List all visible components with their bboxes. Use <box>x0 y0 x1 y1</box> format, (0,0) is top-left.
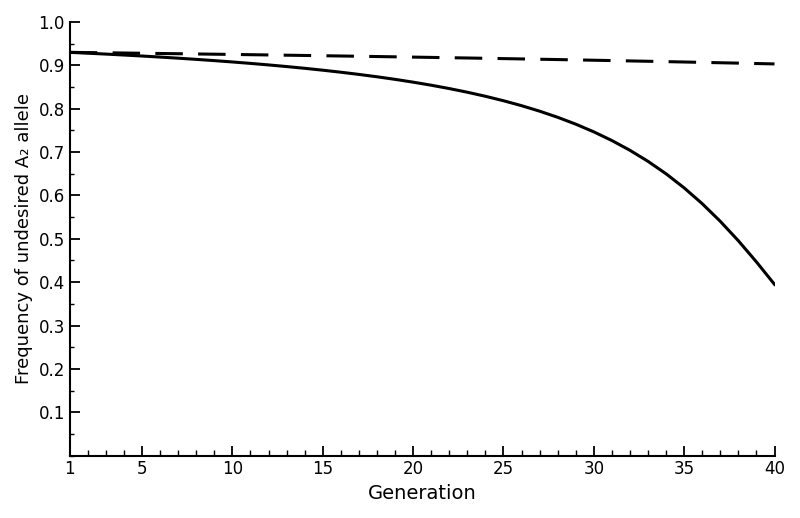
Y-axis label: Frequency of undesired A₂ allele: Frequency of undesired A₂ allele <box>15 93 33 384</box>
X-axis label: Generation: Generation <box>368 484 477 503</box>
